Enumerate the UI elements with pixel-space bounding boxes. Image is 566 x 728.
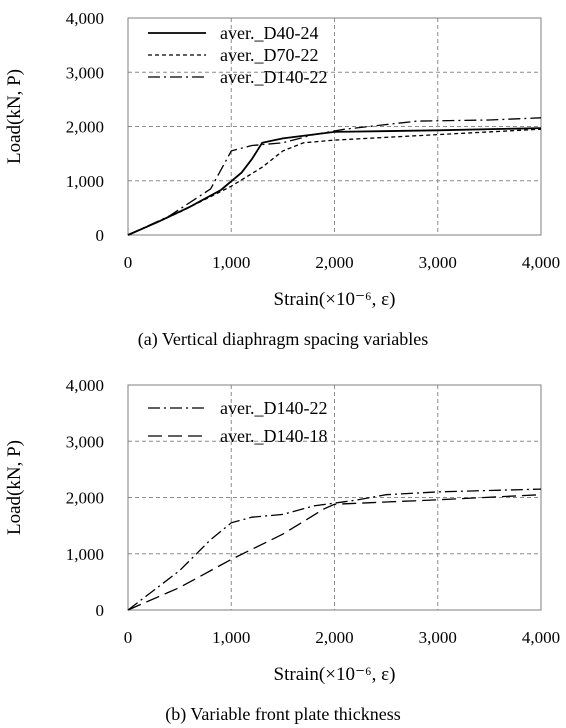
y-axis-title: Load(kN, P) [4, 440, 25, 535]
series-line-aver-d140-18 [127, 494, 542, 611]
figure-caption: (a) Vertical diaphragm spacing variables [138, 329, 429, 350]
y-tick-label: 2,000 [66, 489, 104, 508]
x-tick-label: 1,000 [212, 253, 250, 272]
y-tick-label: 3,000 [66, 63, 104, 82]
plot-frame [127, 384, 542, 611]
y-tick-label: 1,000 [66, 172, 104, 191]
y-tick-label: 0 [96, 226, 105, 245]
x-tick-label: 4,000 [522, 253, 560, 272]
y-tick-label: 3,000 [66, 432, 104, 451]
y-tick-label: 1,000 [66, 545, 104, 564]
x-tick-label: 3,000 [419, 253, 457, 272]
x-tick-label: 4,000 [522, 628, 560, 647]
y-tick-label: 4,000 [66, 9, 104, 28]
legend-label: aver._D140-22 [220, 67, 327, 87]
x-tick-label: 0 [124, 628, 133, 647]
x-tick-label: 0 [124, 253, 133, 272]
x-axis-title: Strain(×10⁻⁶, ε) [274, 289, 396, 310]
y-tick-label: 4,000 [66, 376, 104, 395]
x-tick-label: 2,000 [315, 253, 353, 272]
legend-label: aver._D140-22 [220, 398, 327, 418]
figure-caption: (b) Variable front plate thickness [165, 704, 401, 725]
y-tick-label: 0 [96, 601, 105, 620]
legend-label: aver._D140-18 [220, 426, 327, 446]
legend-label: aver._D40-24 [220, 23, 318, 43]
x-tick-label: 2,000 [315, 628, 353, 647]
x-tick-label: 3,000 [419, 628, 457, 647]
y-axis-title: Load(kN, P) [4, 69, 25, 164]
x-axis-title: Strain(×10⁻⁶, ε) [274, 664, 396, 685]
x-tick-label: 1,000 [212, 628, 250, 647]
legend-label: aver._D70-22 [220, 45, 318, 65]
plot-frame [127, 17, 542, 236]
series-line-aver-d140-22 [127, 488, 542, 611]
y-tick-label: 2,000 [66, 118, 104, 137]
series-line-aver-d70-22 [127, 128, 542, 236]
